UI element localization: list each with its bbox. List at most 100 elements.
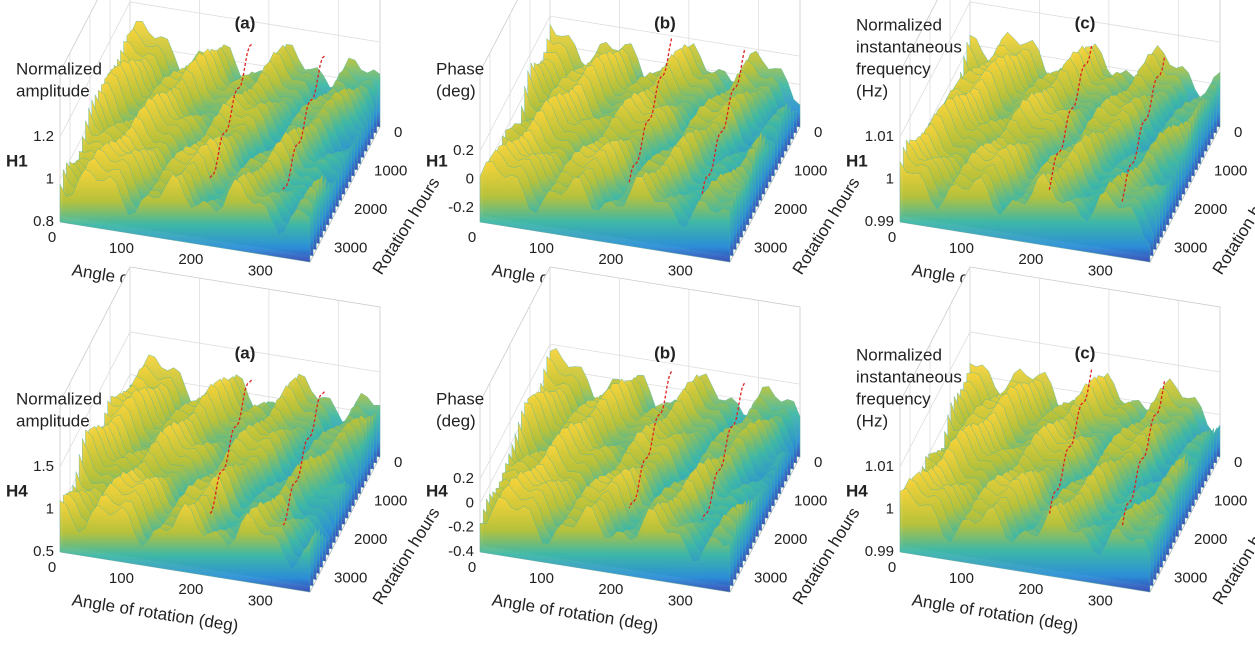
y-axis-label: Rotation hours	[789, 504, 864, 608]
z-tick-label: 0.5	[33, 543, 54, 560]
x-tick-label: 300	[248, 262, 273, 279]
x-tick-label: 0	[48, 229, 56, 246]
z-tick-label: 0.99	[865, 213, 894, 230]
x-tick-label: 100	[109, 240, 134, 257]
z-tick-label: 0	[466, 170, 474, 187]
z-tick-label: 0.99	[865, 543, 894, 560]
y-axis-label: Rotation hours	[789, 174, 864, 278]
y-tick-label: 3000	[754, 570, 787, 587]
y-tick-label: 3000	[334, 570, 367, 587]
y-tick-label: 2000	[354, 201, 387, 218]
y-axis-label: Rotation hours	[1209, 504, 1255, 608]
z-axis-label: instantaneous	[856, 37, 962, 56]
ridge-trace	[628, 38, 673, 183]
z-tick-label: 0.2	[453, 470, 474, 487]
ridge-trace	[701, 382, 746, 520]
row-label: H1	[6, 151, 28, 170]
row-label: H4	[6, 481, 28, 500]
panel: 0.811.201002003000100020003000(a)Normali…	[6, 0, 443, 306]
panel-title: (b)	[654, 343, 676, 362]
z-tick-label: 1.5	[33, 458, 54, 475]
y-tick-label: 0	[814, 124, 822, 141]
row-label: H4	[846, 481, 868, 500]
panel: 0.9911.0101002003000100020003000(c)Norma…	[846, 0, 1255, 306]
x-tick-label: 100	[949, 240, 974, 257]
z-tick-label: 1	[46, 500, 54, 517]
z-axis-label: instantaneous	[856, 367, 962, 386]
z-axis-label: (deg)	[436, 81, 476, 100]
x-tick-label: 0	[888, 229, 896, 246]
surface-strip	[899, 487, 1151, 593]
panel: 0.9911.0101002003000100020003000(c)Norma…	[846, 266, 1255, 636]
z-tick-label: 1	[46, 170, 54, 187]
y-tick-label: 0	[394, 124, 402, 141]
z-tick-label: -0.4	[448, 543, 474, 560]
x-tick-label: 200	[1018, 581, 1043, 598]
y-tick-label: 2000	[1194, 201, 1227, 218]
y-axis-label: Rotation hours	[369, 174, 444, 278]
y-tick-label: 2000	[774, 201, 807, 218]
z-axis-label: (Hz)	[856, 81, 888, 100]
ridge-trace	[701, 50, 746, 194]
y-tick-label: 1000	[794, 493, 827, 510]
x-tick-label: 100	[529, 240, 554, 257]
y-tick-label: 0	[1234, 454, 1242, 471]
panel-title: (b)	[654, 13, 676, 32]
z-tick-label: 1.2	[33, 128, 54, 145]
ridge-trace	[1048, 369, 1093, 516]
z-axis-label: Phase	[436, 389, 484, 408]
z-tick-label: 0	[466, 494, 474, 511]
row-label: H1	[846, 151, 868, 170]
ridge-trace	[628, 371, 673, 509]
y-tick-label: 3000	[1174, 240, 1207, 257]
x-tick-label: 200	[1018, 251, 1043, 268]
z-axis-label: Normalized	[856, 345, 942, 364]
z-tick-label: 1	[886, 170, 894, 187]
x-tick-label: 200	[598, 251, 623, 268]
y-tick-label: 2000	[1194, 531, 1227, 548]
y-tick-label: 0	[814, 454, 822, 471]
x-tick-label: 300	[668, 592, 693, 609]
y-tick-label: 1000	[1214, 493, 1247, 510]
x-tick-label: 200	[178, 251, 203, 268]
z-axis-label: (deg)	[436, 411, 476, 430]
x-tick-label: 100	[949, 570, 974, 587]
panel-title: (a)	[235, 343, 256, 362]
row-label: H1	[426, 151, 448, 170]
y-tick-label: 1000	[374, 163, 407, 180]
ridge-trace	[208, 379, 253, 515]
surface-strip	[899, 160, 1151, 263]
y-tick-label: 3000	[334, 240, 367, 257]
ridge-trace	[281, 391, 325, 527]
ridge-trace	[1121, 57, 1166, 202]
z-tick-label: 0.8	[33, 213, 54, 230]
z-axis-label: frequency	[856, 59, 931, 78]
z-axis-label: frequency	[856, 389, 931, 408]
x-tick-label: 100	[529, 570, 554, 587]
panel: -0.4-0.200.201002003000100020003000(b)Ph…	[426, 266, 864, 636]
z-axis-label: amplitude	[16, 411, 90, 430]
x-tick-label: 200	[598, 581, 623, 598]
y-tick-label: 3000	[754, 240, 787, 257]
x-tick-label: 300	[1088, 592, 1113, 609]
x-tick-label: 0	[48, 559, 56, 576]
y-tick-label: 0	[1234, 124, 1242, 141]
y-tick-label: 1000	[374, 493, 407, 510]
x-tick-label: 300	[248, 592, 273, 609]
z-tick-label: 1.01	[865, 128, 894, 145]
z-tick-label: -0.2	[448, 199, 474, 216]
z-tick-label: 1.01	[865, 458, 894, 475]
x-axis-label: Angle of rotation (deg)	[71, 590, 240, 635]
y-tick-label: 2000	[354, 531, 387, 548]
y-tick-label: 1000	[794, 163, 827, 180]
y-tick-label: 0	[394, 454, 402, 471]
x-tick-label: 100	[109, 570, 134, 587]
surface-strip	[59, 500, 311, 593]
y-tick-label: 1000	[1214, 163, 1247, 180]
x-axis-label: Angle of rotation (deg)	[911, 590, 1080, 635]
ridge-trace	[281, 55, 325, 191]
y-axis-label: Rotation hours	[369, 504, 444, 608]
z-axis-label: Phase	[436, 59, 484, 78]
z-axis-label: (Hz)	[856, 411, 888, 430]
x-tick-label: 0	[888, 559, 896, 576]
